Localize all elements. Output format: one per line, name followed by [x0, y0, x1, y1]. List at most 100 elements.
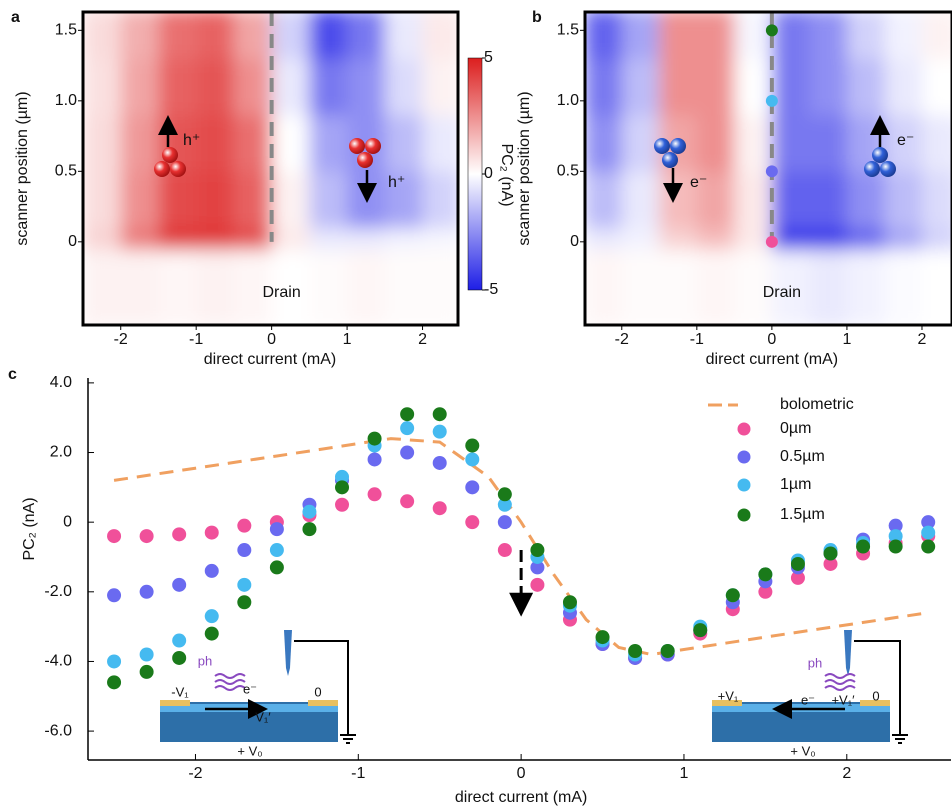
data-point: [107, 675, 122, 690]
data-point: [400, 407, 415, 422]
legend-label: 0.5µm: [780, 448, 825, 465]
heatmap-cell: [158, 12, 197, 60]
panel-label: a: [11, 9, 20, 26]
heatmap-cell: [83, 114, 122, 172]
heatmap-cell: [846, 227, 885, 250]
data-point: [432, 455, 447, 470]
heatmap-cell: [83, 227, 122, 250]
colorbar-tick-label: -5: [484, 281, 498, 298]
x-tick-label: -1: [189, 331, 203, 348]
heatmap-cell: [809, 12, 848, 60]
heatmap-cell: [271, 58, 310, 116]
data-point: [172, 650, 187, 665]
heatmap-cell: [696, 248, 735, 325]
heatmap-cell: [659, 12, 698, 60]
data-point: [660, 644, 675, 659]
legend-swatch: [737, 422, 751, 436]
x-tick-label: -2: [188, 765, 202, 782]
x-tick-label: -1: [351, 765, 365, 782]
heatmap-cell: [734, 114, 773, 172]
data-point: [367, 452, 382, 467]
x-tick-label: 1: [842, 331, 851, 348]
inset-label: V₁′: [255, 709, 271, 724]
heatmap-cell: [696, 171, 735, 229]
data-point: [465, 438, 480, 453]
y-tick-label: 0.5: [557, 163, 579, 180]
heatmap-cell: [196, 12, 235, 60]
heatmap-cell: [585, 58, 623, 116]
data-point: [237, 595, 252, 610]
y-tick-label: 1.5: [55, 22, 77, 39]
phonon: [824, 679, 856, 685]
annotation: e⁻: [690, 174, 707, 191]
y-tick-label: -4.0: [44, 653, 72, 670]
heatmap-cell: [884, 171, 923, 229]
heatmap-cell: [271, 227, 310, 250]
colorbar: [467, 57, 483, 291]
heatmap-cell: [309, 58, 348, 116]
data-point: [628, 644, 643, 659]
data-point: [497, 487, 512, 502]
data-point: [432, 407, 447, 422]
data-point: [107, 654, 122, 669]
carrier: [365, 138, 381, 154]
data-point: [237, 577, 252, 592]
heatmap-cell: [621, 171, 660, 229]
carrier: [170, 161, 186, 177]
heatmap-cell: [585, 12, 623, 60]
heatmap-cell: [196, 114, 235, 172]
data-point: [204, 609, 219, 624]
x-tick-label: 0: [517, 765, 526, 782]
legend-swatch: [737, 450, 751, 464]
y-tick-label: 1.0: [55, 92, 77, 109]
y-axis-label: PC₂ (nA): [21, 497, 38, 560]
heatmap-cell: [158, 58, 197, 116]
heatmap-cell: [309, 114, 348, 172]
y-axis-label: scanner position (µm): [516, 91, 533, 245]
wire: [854, 640, 901, 735]
heatmap-cell: [233, 227, 273, 250]
wire: [294, 640, 349, 735]
colorbar-label: PC₂ (nA): [498, 143, 515, 206]
data-point: [921, 515, 936, 530]
plot-frame: [81, 10, 460, 327]
heatmap-cell: [585, 227, 623, 250]
colorbar-tick-label: 5: [484, 49, 493, 66]
data-point: [595, 630, 610, 645]
legend-swatch: [737, 508, 751, 522]
plot-frame: [583, 10, 952, 327]
heatmap-cell: [309, 12, 348, 60]
heatmap-cell: [83, 12, 122, 60]
carrier: [349, 138, 365, 154]
x-tick-label: 1: [343, 331, 352, 348]
data-point: [204, 626, 219, 641]
heatmap-cell: [696, 58, 735, 116]
position-marker: [765, 24, 778, 37]
phonon: [214, 685, 246, 691]
x-tick-label: -1: [690, 331, 704, 348]
carrier: [864, 161, 880, 177]
heatmap-cell: [734, 227, 773, 250]
x-tick-label: 2: [418, 331, 427, 348]
heatmap-cell: [809, 114, 848, 172]
inset-label: +V₁′: [831, 692, 855, 707]
heatmap-cell: [734, 248, 773, 325]
heatmap-cell: [384, 248, 424, 325]
phonon: [214, 679, 246, 685]
heatmap-cell: [809, 58, 848, 116]
heatmap-cell: [659, 227, 698, 250]
heatmap-cell: [422, 58, 458, 116]
data-point: [269, 543, 284, 558]
heatmap-cell: [309, 227, 348, 250]
carrier: [654, 138, 670, 154]
data-point: [107, 529, 122, 544]
heatmap-cell: [384, 12, 424, 60]
heatmap-cell: [809, 171, 848, 229]
y-tick-label: 2.0: [50, 444, 72, 461]
data-point: [888, 518, 903, 533]
legend-swatch: [737, 478, 751, 492]
contact: [712, 700, 742, 706]
heatmap-cell: [120, 58, 159, 116]
x-tick-label: -2: [114, 331, 128, 348]
heatmap-cell: [83, 58, 122, 116]
